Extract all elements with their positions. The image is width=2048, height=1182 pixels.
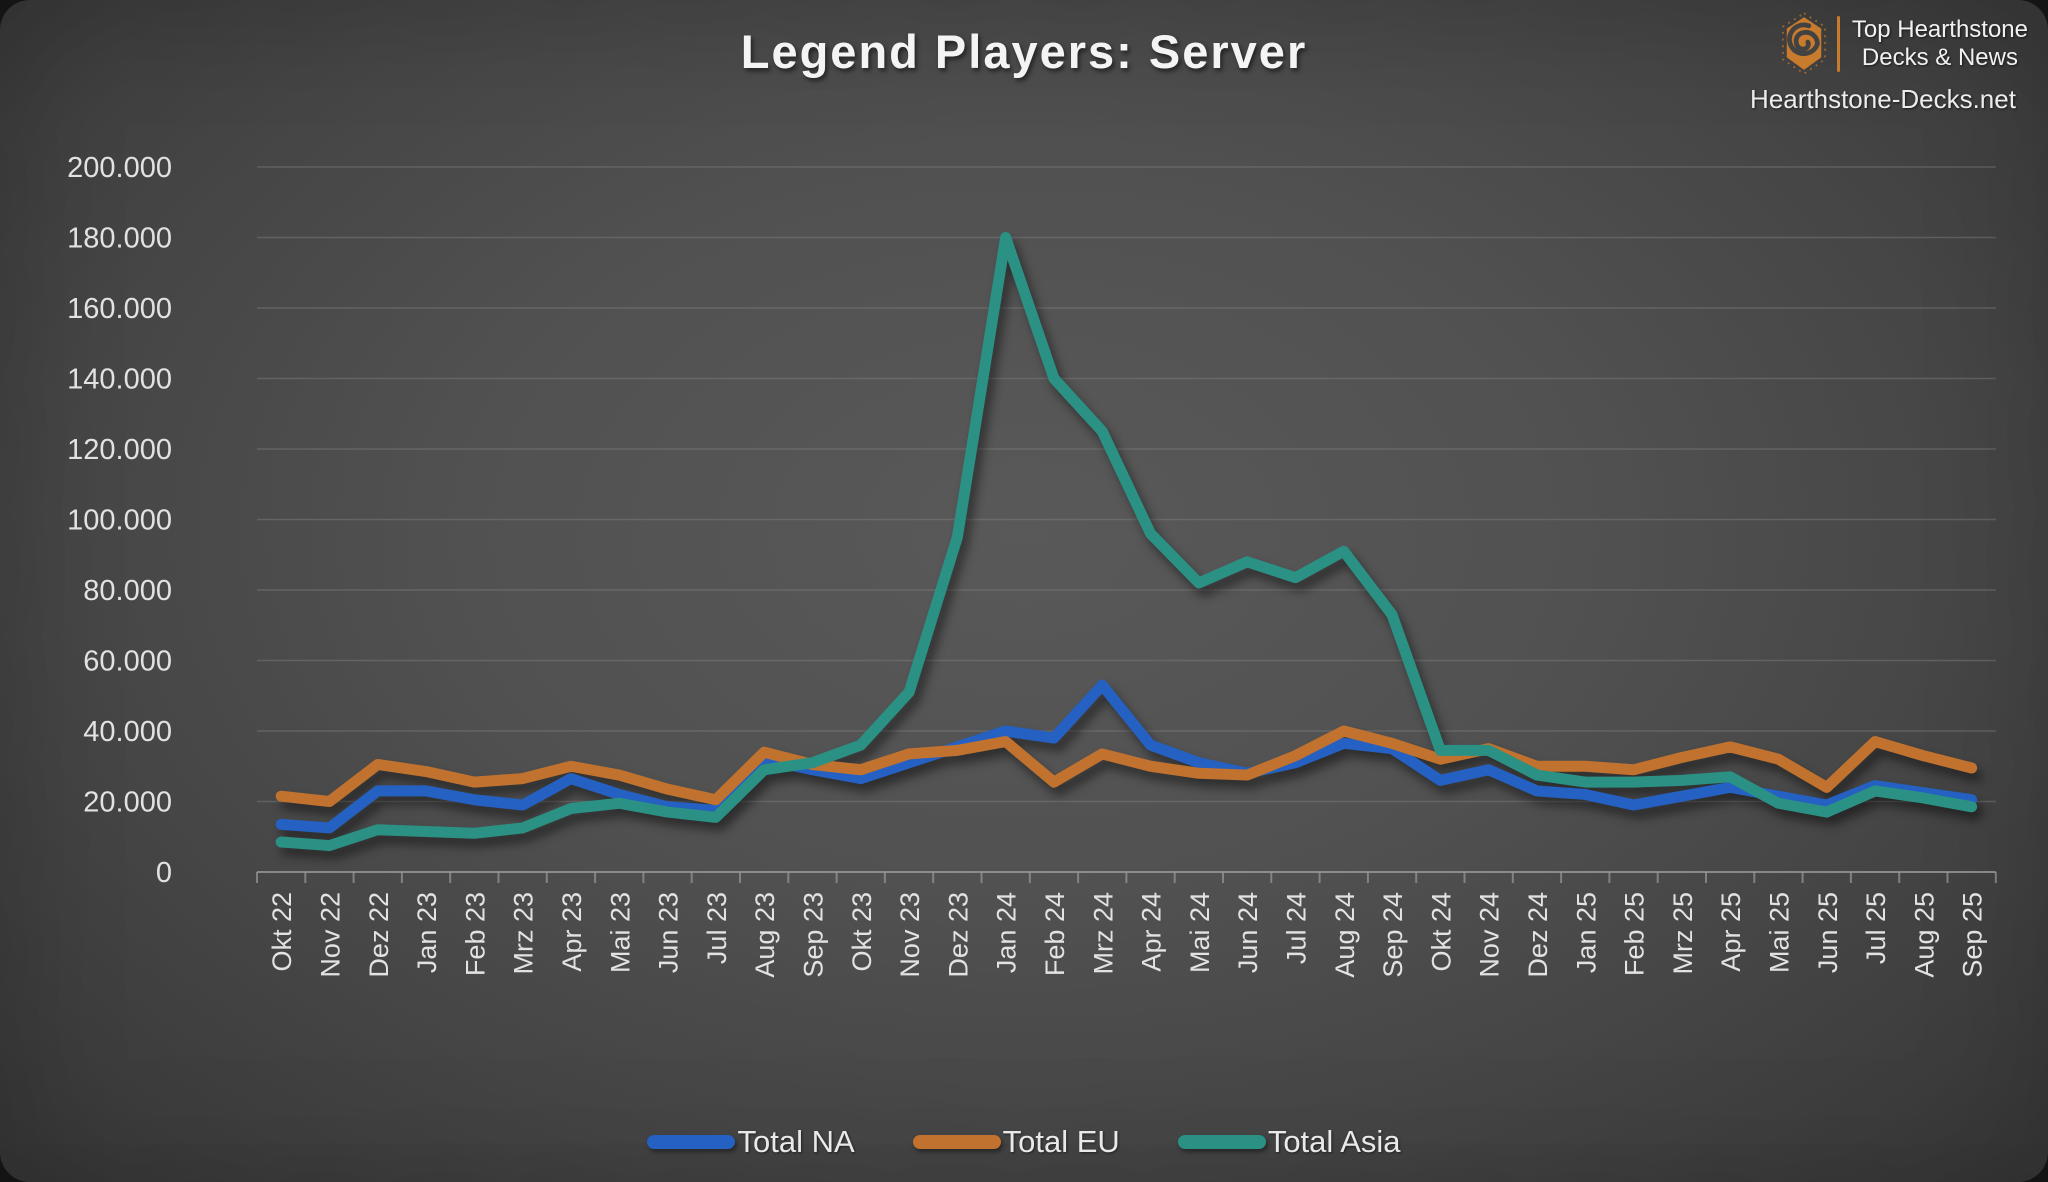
x-axis-label: Nov 24 bbox=[1475, 892, 1505, 978]
legend-swatch-total-na bbox=[647, 1135, 736, 1149]
logo-brand-line2: Decks & News bbox=[1861, 44, 2018, 71]
y-axis-label: 160.000 bbox=[67, 293, 172, 325]
x-axis-label: Dez 24 bbox=[1523, 892, 1553, 978]
logo-site-url[interactable]: Hearthstone-Decks.net bbox=[1750, 84, 2016, 114]
y-axis-label: 140.000 bbox=[67, 364, 172, 396]
logo-divider bbox=[1836, 16, 1840, 72]
x-axis-label: Nov 22 bbox=[315, 892, 345, 978]
x-axis-label: Mrz 23 bbox=[509, 892, 539, 975]
legend-label-total-eu: Total EU bbox=[1002, 1124, 1120, 1159]
x-axis-label: Dez 23 bbox=[943, 892, 973, 978]
x-axis-label: Jul 23 bbox=[702, 892, 732, 964]
y-axis-label: 40.000 bbox=[83, 716, 172, 748]
x-axis-label: Jul 24 bbox=[1281, 892, 1311, 964]
x-axis-label: Jan 24 bbox=[992, 892, 1022, 973]
x-axis-label: Feb 24 bbox=[1040, 892, 1070, 976]
x-axis-label: Okt 23 bbox=[847, 892, 877, 972]
y-axis-label: 20.000 bbox=[83, 787, 172, 819]
x-axis-label: Apr 23 bbox=[557, 892, 587, 972]
logo-brand: Top Hearthstone Decks & News bbox=[1852, 16, 2028, 72]
y-axis-label: 60.000 bbox=[83, 646, 172, 678]
x-axis-label: Okt 24 bbox=[1426, 892, 1456, 972]
x-axis-label: Mai 23 bbox=[605, 892, 635, 973]
x-axis-label: Jun 25 bbox=[1813, 892, 1843, 973]
x-axis-label: Feb 25 bbox=[1620, 892, 1650, 976]
y-axis-label: 0 bbox=[156, 857, 172, 889]
y-axis-label: 200.000 bbox=[67, 152, 172, 184]
x-axis-label: Jan 23 bbox=[412, 892, 442, 973]
x-axis-label: Jul 25 bbox=[1861, 892, 1891, 964]
legend-swatch-total-eu bbox=[912, 1135, 1001, 1149]
x-axis-label: Sep 24 bbox=[1378, 892, 1408, 978]
site-logo[interactable]: Top Hearthstone Decks & News Hearthstone… bbox=[1738, 12, 2028, 115]
legend-label-total-asia: Total Asia bbox=[1267, 1124, 1401, 1159]
x-axis-label: Jun 24 bbox=[1233, 892, 1263, 973]
series-line-total-na[interactable] bbox=[275, 679, 1978, 834]
x-axis-label: Mai 25 bbox=[1764, 892, 1794, 973]
legend-item-total-asia[interactable]: Total Asia bbox=[1177, 1124, 1401, 1160]
x-axis-label: Nov 23 bbox=[895, 892, 925, 978]
logo-row: Top Hearthstone Decks & News bbox=[1738, 12, 2028, 76]
x-axis-label: Dez 22 bbox=[364, 892, 394, 978]
x-axis-label: Feb 23 bbox=[460, 892, 490, 976]
x-axis-label: Jan 25 bbox=[1571, 892, 1601, 973]
x-axis-label: Apr 24 bbox=[1137, 892, 1167, 972]
series-line-total-asia[interactable] bbox=[275, 232, 1978, 852]
x-axis-label: Aug 25 bbox=[1909, 892, 1939, 978]
legend-swatch-total-asia bbox=[1177, 1135, 1266, 1149]
hearthstone-swirl-icon bbox=[1781, 12, 1826, 75]
y-axis-label: 120.000 bbox=[67, 434, 172, 466]
series-line-total-eu[interactable] bbox=[275, 725, 1978, 807]
y-axis-label: 80.000 bbox=[83, 575, 172, 607]
y-axis-label: 100.000 bbox=[67, 505, 172, 537]
x-axis-label: Apr 25 bbox=[1716, 892, 1746, 972]
y-axis-label: 180.000 bbox=[67, 223, 172, 255]
series-lines bbox=[275, 232, 1978, 852]
x-axis-label: Jun 23 bbox=[654, 892, 684, 973]
legend-item-total-na[interactable]: Total NA bbox=[647, 1124, 855, 1160]
chart-title: Legend Players: Server bbox=[740, 25, 1308, 78]
x-axis-label: Okt 22 bbox=[267, 892, 297, 972]
x-axis-label: Mrz 24 bbox=[1088, 892, 1118, 975]
x-axis-label: Aug 23 bbox=[750, 892, 780, 978]
x-axis-label: Mai 24 bbox=[1185, 892, 1215, 973]
x-axis-label: Mrz 25 bbox=[1668, 892, 1698, 975]
legend-label-total-na: Total NA bbox=[737, 1124, 855, 1159]
x-axis-label: Sep 25 bbox=[1958, 892, 1988, 978]
chart-legend: Total NA Total EU Total Asia bbox=[0, 1124, 2048, 1160]
x-axis-label: Aug 24 bbox=[1330, 892, 1360, 978]
legend-item-total-eu[interactable]: Total EU bbox=[912, 1124, 1120, 1160]
x-axis-label: Sep 23 bbox=[798, 892, 828, 978]
logo-brand-line1: Top Hearthstone bbox=[1851, 16, 2028, 43]
